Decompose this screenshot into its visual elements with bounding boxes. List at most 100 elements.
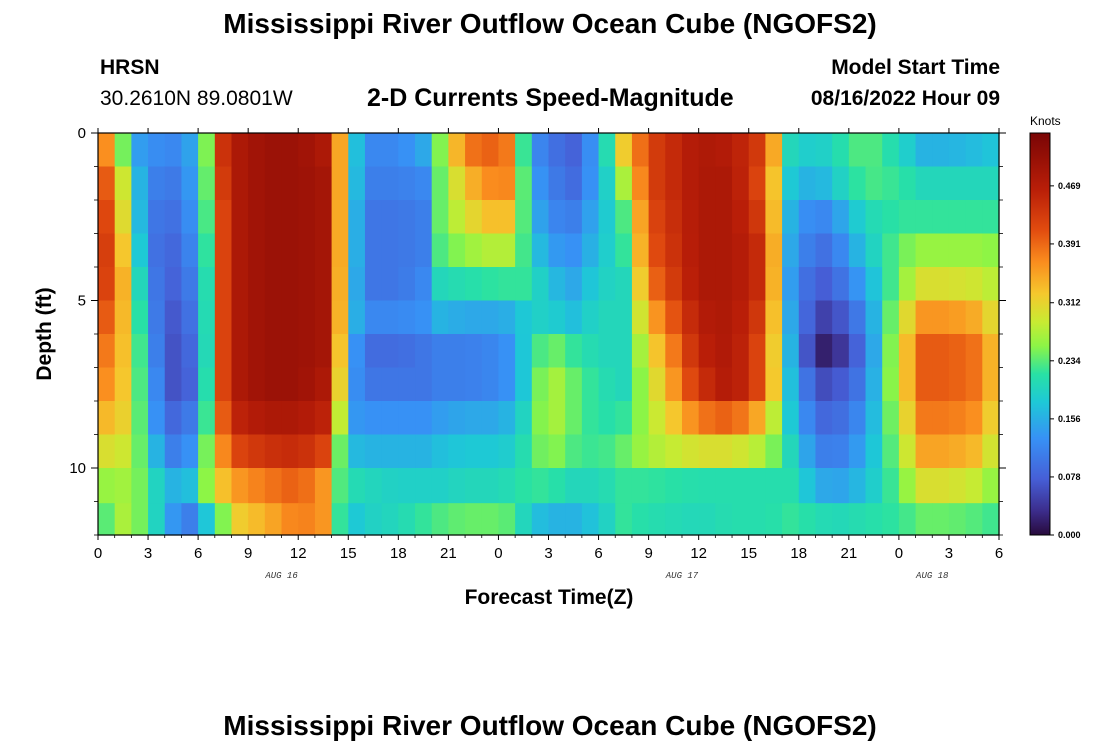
heatmap-cell	[448, 334, 466, 369]
heatmap-cell	[898, 200, 917, 235]
heatmap-cell	[348, 267, 366, 302]
heatmap-cell	[848, 200, 867, 235]
station-coordinates: 30.2610N 89.0801W	[100, 87, 293, 110]
heatmap-cell	[348, 166, 366, 201]
heatmap-cell	[565, 401, 583, 436]
heatmap-cell	[481, 468, 500, 504]
station-name: HRSN	[100, 56, 160, 79]
heatmap-cell	[748, 334, 767, 369]
heatmap-cell	[615, 434, 633, 469]
heatmap-cell	[298, 267, 316, 302]
heatmap-cell	[431, 166, 449, 201]
heatmap-cell	[615, 367, 633, 402]
heatmap-cell	[615, 166, 633, 201]
heatmap-cell	[615, 267, 633, 302]
heatmap-cell	[765, 300, 783, 335]
heatmap-cell	[498, 334, 516, 369]
heatmap-cell	[248, 434, 266, 469]
heatmap-cell	[615, 334, 633, 369]
heatmap-cell	[515, 200, 533, 235]
footer-title: Mississippi River Outflow Ocean Cube (NG…	[223, 710, 877, 741]
heatmap-cell	[398, 133, 416, 168]
heatmap-cell	[782, 300, 800, 335]
heatmap-cell	[765, 468, 783, 504]
heatmap-cell	[515, 166, 533, 201]
heatmap-cell	[431, 434, 449, 469]
heatmap-cell	[148, 233, 166, 268]
colorbar-tick-label: 0.000	[1058, 530, 1081, 540]
heatmap-cell	[548, 300, 566, 335]
heatmap-cell	[681, 133, 700, 168]
heatmap-cell	[98, 233, 116, 268]
heatmap-cell	[381, 300, 399, 335]
heatmap-cell	[248, 401, 266, 436]
heatmap-cell	[498, 468, 516, 504]
heatmap-cell	[348, 367, 366, 402]
heatmap-cell	[782, 233, 800, 268]
x-tick-label: 18	[390, 545, 407, 562]
heatmap-cell	[248, 133, 266, 168]
heatmap-cell	[648, 233, 666, 268]
heatmap-cell	[765, 367, 783, 402]
heatmap-cell	[398, 334, 416, 369]
heatmap-cell	[948, 334, 967, 369]
heatmap-cell	[298, 334, 316, 369]
heatmap-cell	[281, 334, 299, 369]
heatmap-cell	[448, 133, 466, 168]
heatmap-cell	[631, 200, 650, 235]
heatmap-cell	[431, 200, 449, 235]
heatmap-cell	[131, 468, 149, 504]
heatmap-cell	[681, 233, 700, 268]
heatmap-cell	[732, 503, 750, 536]
heatmap-cell	[264, 233, 283, 268]
heatmap-cell	[932, 267, 950, 302]
x-tick-label: 18	[790, 545, 807, 562]
heatmap-cell	[631, 233, 650, 268]
heatmap-cell	[648, 300, 666, 335]
heatmap-cell	[848, 334, 867, 369]
heatmap-cell	[231, 503, 249, 536]
heatmap-cell	[198, 401, 216, 436]
heatmap-cell	[715, 133, 733, 168]
heatmap-cell	[415, 334, 433, 369]
heatmap-cell	[581, 200, 600, 235]
heatmap-cell	[448, 434, 466, 469]
heatmap-cell	[681, 434, 700, 469]
heatmap-cell	[748, 200, 767, 235]
heatmap-cell	[148, 468, 166, 504]
heatmap-cell	[98, 200, 116, 235]
heatmap-cell	[398, 367, 416, 402]
heatmap-cell	[231, 166, 249, 201]
heatmap-cell	[415, 267, 433, 302]
heatmap-cell	[164, 133, 183, 168]
heatmap-cell	[631, 267, 650, 302]
heatmap-cell	[181, 233, 199, 268]
heatmap-cell	[681, 166, 700, 201]
heatmap-cell	[498, 503, 516, 536]
heatmap-cell	[481, 401, 500, 436]
heatmap-cell	[364, 133, 383, 168]
heatmap-cell	[631, 334, 650, 369]
heatmap-cell	[381, 267, 399, 302]
heatmap-cell	[581, 367, 600, 402]
heatmap-cell	[631, 503, 650, 536]
heatmap-cell	[231, 300, 249, 335]
heatmap-cell	[331, 233, 349, 268]
heatmap-cell	[982, 200, 1000, 235]
heatmap-cell	[598, 133, 616, 168]
heatmap-cell	[698, 468, 716, 504]
heatmap-cell	[264, 200, 283, 235]
heatmap-cell	[181, 300, 199, 335]
heatmap-cell	[248, 200, 266, 235]
heatmap-cell	[982, 334, 1000, 369]
heatmap-cell	[98, 367, 116, 402]
heatmap-cell	[882, 233, 900, 268]
heatmap-cell	[748, 133, 767, 168]
heatmap-cell	[848, 267, 867, 302]
heatmap-cell	[832, 434, 850, 469]
model-start-value: 08/16/2022 Hour 09	[810, 87, 1000, 110]
heatmap-cell	[314, 401, 333, 436]
heatmap-cell	[948, 401, 967, 436]
heatmap-cell	[415, 233, 433, 268]
